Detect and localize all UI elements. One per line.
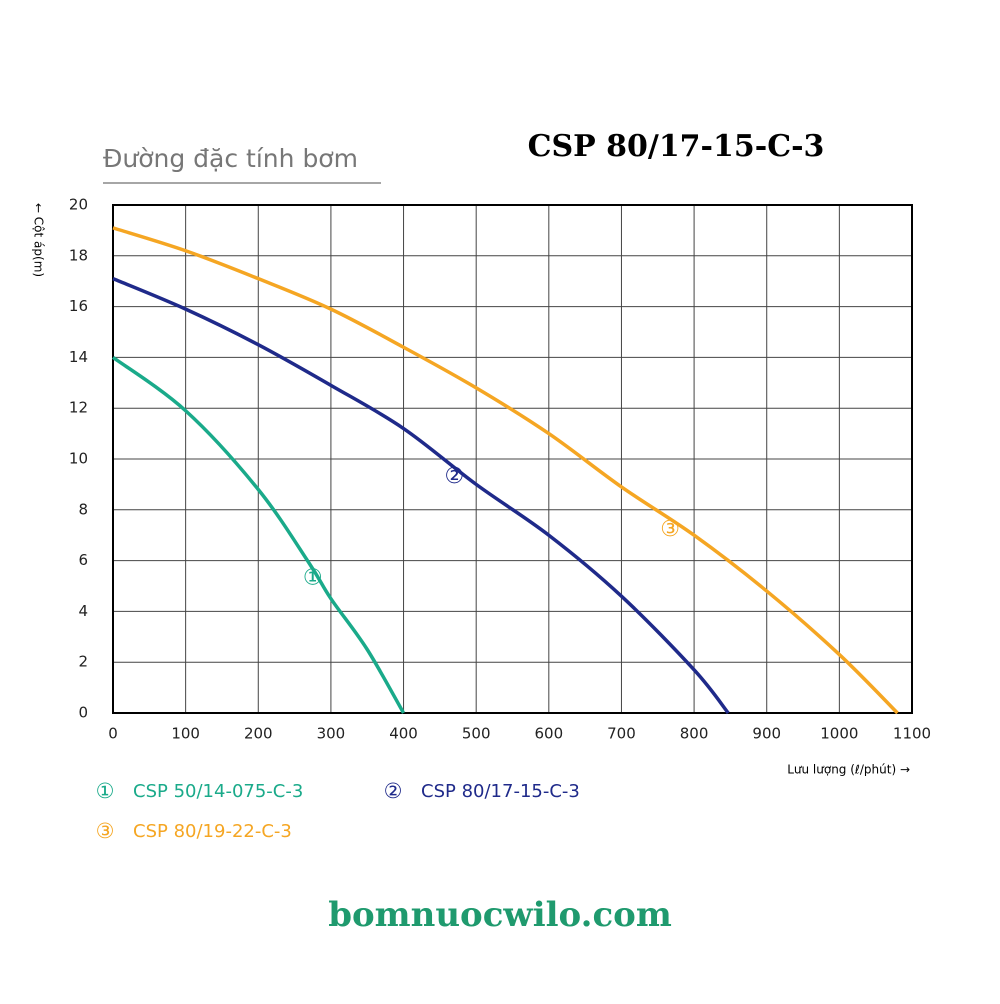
x-tick-label: 700 — [607, 725, 636, 743]
y-tick-label: 10 — [69, 450, 88, 468]
legend-marker: ① — [96, 779, 115, 803]
legend-label: CSP 80/17-15-C-3 — [421, 781, 580, 802]
y-tick-label: 2 — [78, 653, 88, 671]
x-tick-label: 200 — [244, 725, 273, 743]
curve-annotation: ③ — [660, 517, 680, 542]
y-tick-label: 14 — [69, 348, 88, 366]
curve-annotation: ① — [303, 565, 323, 590]
y-tick-label: 16 — [69, 297, 88, 315]
y-tick-label: 8 — [78, 500, 88, 518]
footer: bomnuocwilo.com — [328, 895, 672, 935]
y-tick-label: 6 — [78, 551, 88, 569]
x-tick-label: 1000 — [820, 725, 858, 743]
series-line — [111, 355, 406, 714]
x-tick-label: 400 — [389, 725, 418, 743]
y-axis-label: ← Cột áp(m) — [32, 203, 46, 277]
y-tick-label: 12 — [69, 399, 88, 417]
y-tick-label: 20 — [69, 196, 88, 214]
x-axis-label: Lưu lượng (ℓ/phút) → — [787, 763, 910, 777]
curve-annotation: ② — [445, 464, 465, 489]
x-tick-label: 300 — [317, 725, 346, 743]
series-line — [112, 226, 899, 715]
plot-border — [112, 204, 913, 714]
x-tick-label: 0 — [108, 725, 118, 743]
chart-title: CSP 80/17-15-C-3 — [528, 129, 825, 164]
y-tick-label: 4 — [78, 602, 88, 620]
x-tick-label: 100 — [171, 725, 200, 743]
x-tick-label: 800 — [680, 725, 709, 743]
x-tick-label: 900 — [752, 725, 781, 743]
chart-subtitle: Đường đặc tính bơm — [103, 144, 358, 173]
x-tick-label: 600 — [534, 725, 563, 743]
series-line — [112, 277, 730, 715]
legend-marker: ③ — [96, 819, 115, 843]
legend-label: CSP 50/14-075-C-3 — [133, 781, 303, 802]
x-tick-label: 1100 — [893, 725, 931, 743]
legend-label: CSP 80/19-22-C-3 — [133, 821, 292, 842]
x-tick-label: 500 — [462, 725, 491, 743]
y-tick-label: 0 — [78, 704, 88, 722]
legend-marker: ② — [384, 779, 403, 803]
y-tick-label: 18 — [69, 246, 88, 264]
